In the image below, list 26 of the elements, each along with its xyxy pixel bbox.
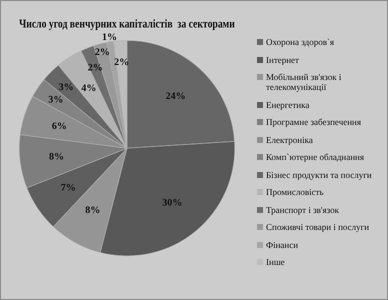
legend-label: Промисловість [266,187,324,197]
legend-label: Енергетика [266,100,310,110]
legend-label: Мобільний зв'язок і телекомунікації [266,72,342,92]
legend-label: Програмне забезпечення [266,117,361,127]
data-label: 4% [81,82,96,94]
legend-label: Інше [266,257,285,267]
legend-label: Споживчі товари і послуги [266,222,370,232]
data-label: 2% [114,56,130,68]
legend-label: Комп`ютерне обладнання [266,152,364,162]
legend-label: Охорона здоров`я [266,37,334,47]
legend-label: Електроніка [266,134,313,144]
data-label: 8% [48,152,64,163]
data-label: 3% [48,94,64,106]
legend-label: Фінанси [266,240,298,250]
data-label: 3% [58,82,74,93]
legend-label: Бізнес продукти та послуги [266,170,372,180]
legend-label: Інтернет [266,54,299,64]
legend-label: Транспорт і зв'язок [266,204,340,214]
data-label: 8% [85,205,100,216]
chart-title: Число угод венчурних капіталістів за секторами [19,17,235,31]
data-label: 7% [60,182,76,194]
data-label: 24% [166,90,186,102]
data-label: 6% [52,120,67,132]
data-label: 30% [162,198,182,209]
data-label: 2% [94,46,110,58]
data-label: 1% [102,32,117,44]
